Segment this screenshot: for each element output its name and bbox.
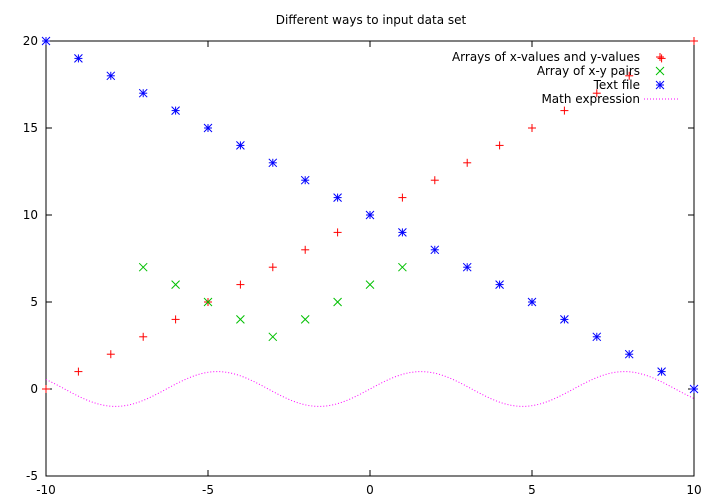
data-point <box>106 71 116 81</box>
data-point <box>106 350 115 359</box>
data-point <box>301 245 310 254</box>
data-point <box>171 315 180 324</box>
data-point <box>300 315 310 324</box>
data-point <box>528 124 536 132</box>
x-tick-label: 5 <box>528 483 536 497</box>
series-2 <box>41 36 699 394</box>
data-point <box>74 54 83 63</box>
data-point <box>398 228 407 237</box>
data-point <box>268 158 278 168</box>
data-point <box>333 297 342 307</box>
y-tick-label: 5 <box>30 295 38 309</box>
y-tick-label: 15 <box>23 121 38 135</box>
plot-frame <box>45 40 695 477</box>
data-point <box>365 210 375 220</box>
legend-label: Arrays of x-values and y-values <box>452 50 640 64</box>
data-point <box>560 106 569 115</box>
data-point <box>333 228 342 237</box>
data-point <box>657 54 666 63</box>
data-point <box>430 245 440 255</box>
data-point <box>236 280 245 289</box>
data-point <box>560 315 569 324</box>
x-tick-label: 10 <box>686 483 701 497</box>
x-tick-label: -5 <box>202 483 214 497</box>
data-point <box>236 141 245 150</box>
series-0 <box>42 37 698 393</box>
data-point <box>236 315 245 324</box>
data-point <box>300 175 310 185</box>
series-layer <box>41 36 699 407</box>
series-3 <box>45 371 695 407</box>
data-point <box>203 123 213 133</box>
data-point <box>268 263 277 272</box>
legend-label: Math expression <box>541 92 640 106</box>
data-point <box>41 36 51 46</box>
legend-sample <box>655 66 665 76</box>
chart-title: Different ways to input data set <box>276 13 467 27</box>
data-point <box>398 262 407 272</box>
y-tick-label: 10 <box>23 208 38 222</box>
legend-label: Text file <box>593 78 640 92</box>
data-point <box>624 349 634 359</box>
data-point <box>42 385 50 393</box>
data-point <box>657 367 666 376</box>
data-point <box>689 384 699 394</box>
legend-label: Array of x-y pairs <box>537 64 640 78</box>
y-tick-label: 20 <box>23 34 38 48</box>
data-point <box>527 297 537 307</box>
data-point <box>398 193 407 202</box>
y-tick-label: 0 <box>30 382 38 396</box>
data-point <box>171 280 180 289</box>
data-point <box>139 332 148 341</box>
y-tick-label: -5 <box>26 469 38 483</box>
data-point <box>462 262 472 272</box>
data-point <box>365 280 375 289</box>
data-point <box>495 141 504 150</box>
data-point <box>430 176 439 185</box>
data-point <box>333 193 342 202</box>
series-1 <box>138 262 407 342</box>
data-point <box>138 88 148 98</box>
data-point <box>463 158 472 167</box>
data-point <box>268 332 278 342</box>
x-tick-label: 0 <box>366 483 374 497</box>
data-point <box>625 71 634 80</box>
data-point <box>690 37 698 45</box>
x-tick-label: -10 <box>36 483 56 497</box>
data-point <box>138 262 148 272</box>
data-point <box>171 106 180 115</box>
data-point <box>592 332 602 342</box>
data-point <box>495 280 504 289</box>
data-point <box>203 297 213 307</box>
legend-sample <box>655 80 665 90</box>
data-point <box>592 89 601 98</box>
math-expression-curve <box>45 371 695 407</box>
legend-sample <box>656 53 664 61</box>
data-point <box>74 367 83 376</box>
